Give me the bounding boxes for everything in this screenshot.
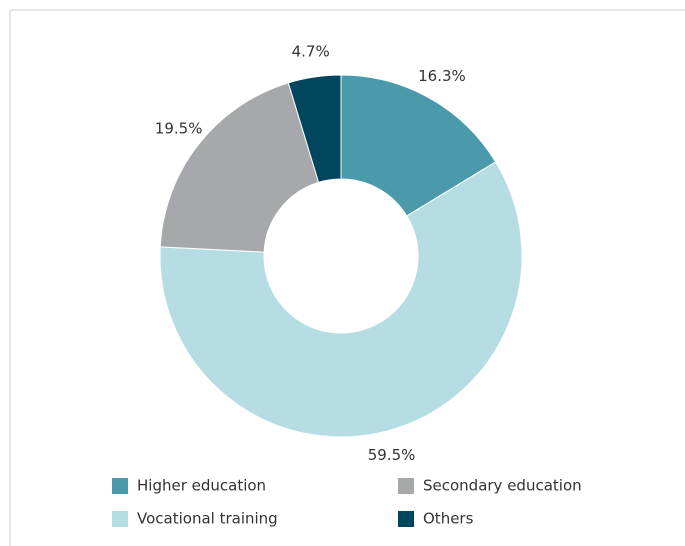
donut-slice: [159, 161, 523, 438]
legend-swatch: [112, 478, 128, 494]
data-label: 59.5%: [368, 446, 416, 464]
donut-slice: [159, 82, 320, 253]
donut-slice: [340, 74, 497, 217]
donut-slice: [287, 74, 342, 183]
legend-label: Others: [423, 510, 474, 528]
legend-label: Secondary education: [423, 477, 582, 495]
legend-swatch: [398, 478, 414, 494]
data-label: 4.7%: [292, 43, 330, 61]
legend-swatch: [112, 511, 128, 527]
data-label: 19.5%: [155, 120, 203, 138]
legend-label: Vocational training: [137, 510, 278, 528]
legend-label: Higher education: [137, 477, 266, 495]
data-label: 16.3%: [418, 67, 466, 85]
legend-swatch: [398, 511, 414, 527]
